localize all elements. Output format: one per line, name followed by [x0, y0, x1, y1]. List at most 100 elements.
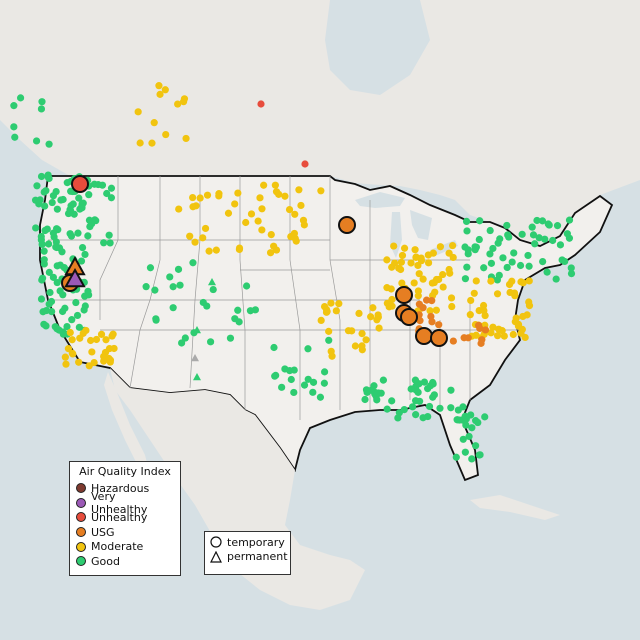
station-marker [38, 98, 46, 106]
station-marker [258, 226, 266, 234]
station-marker [142, 283, 150, 291]
station-marker [134, 108, 142, 116]
station-marker [16, 94, 25, 102]
station-marker [77, 257, 86, 265]
station-marker [42, 322, 50, 330]
station-marker [410, 279, 418, 287]
legend-row-good: Good [76, 554, 174, 569]
station-marker [518, 230, 526, 238]
station-marker [309, 388, 317, 396]
station-marker [432, 275, 441, 284]
station-marker [496, 235, 504, 243]
station-marker [517, 278, 525, 286]
station-marker [44, 171, 52, 179]
station-marker [191, 238, 199, 246]
station-marker [73, 311, 82, 320]
station-marker [325, 327, 333, 335]
station-marker [81, 250, 89, 259]
station-marker [247, 210, 256, 218]
station-marker [251, 306, 259, 314]
station-marker [325, 336, 333, 344]
station-marker [447, 404, 455, 412]
station-marker [535, 234, 543, 242]
station-marker [110, 344, 118, 353]
station-marker [463, 263, 471, 271]
station-marker [291, 210, 299, 218]
station-marker [466, 311, 474, 319]
station-marker [68, 336, 76, 344]
station-marker [189, 193, 197, 202]
aqi-markers [10, 82, 576, 463]
station-marker [148, 139, 156, 147]
station-marker [358, 329, 366, 338]
station-marker [66, 328, 74, 337]
station-marker [539, 258, 547, 266]
station-marker [408, 403, 417, 411]
station-marker [297, 201, 305, 210]
station-marker [388, 397, 396, 405]
station-marker [256, 194, 264, 202]
station-marker [379, 376, 387, 384]
station-marker [36, 196, 44, 204]
station-marker [45, 268, 53, 276]
station-marker [429, 249, 437, 257]
station-marker [301, 160, 309, 168]
station-marker [74, 229, 82, 237]
station-marker [521, 333, 529, 342]
station-marker [445, 265, 453, 274]
station-marker [299, 216, 308, 224]
station-marker [424, 259, 433, 267]
station-marker [395, 264, 403, 272]
station-marker [480, 264, 488, 272]
station-marker [514, 320, 523, 328]
station-marker [161, 86, 169, 94]
hudson-bay [325, 0, 430, 95]
station-marker [369, 304, 377, 312]
station-marker [267, 231, 275, 239]
station-marker [11, 133, 19, 141]
station-marker [495, 271, 503, 279]
station-marker [38, 240, 46, 248]
station-marker [475, 235, 483, 244]
triangle-icon [210, 550, 222, 563]
temporary-monitor-marker [400, 308, 418, 326]
station-marker [102, 336, 110, 344]
station-marker [398, 279, 406, 287]
station-marker [103, 189, 111, 198]
station-marker [428, 297, 436, 305]
station-marker [40, 260, 48, 268]
temporary-monitor-marker [395, 286, 413, 304]
station-marker [390, 242, 398, 250]
station-marker [175, 205, 183, 213]
station-marker [82, 326, 90, 335]
station-marker [85, 191, 93, 199]
station-marker [47, 297, 56, 306]
station-marker [459, 435, 467, 443]
station-marker [55, 244, 64, 252]
station-marker [78, 204, 86, 212]
permanent-monitor-marker [64, 267, 86, 288]
station-marker [61, 353, 69, 361]
station-marker [487, 329, 495, 337]
station-marker [49, 229, 57, 237]
station-marker [320, 379, 328, 387]
good-swatch [76, 556, 86, 567]
station-marker [166, 273, 174, 281]
station-marker [508, 258, 516, 266]
station-marker [400, 244, 409, 252]
station-marker [304, 345, 312, 353]
station-marker [439, 270, 447, 279]
station-marker [136, 139, 144, 147]
station-marker [59, 291, 67, 299]
station-marker [63, 179, 71, 187]
station-marker [162, 130, 170, 139]
station-marker [449, 337, 457, 345]
station-marker [55, 326, 63, 334]
station-marker [212, 246, 220, 254]
station-marker [84, 232, 92, 240]
station-marker [281, 365, 289, 373]
station-marker [370, 382, 378, 390]
station-marker [48, 198, 56, 207]
permanent-monitor-marker [208, 278, 216, 286]
station-marker [411, 246, 419, 254]
